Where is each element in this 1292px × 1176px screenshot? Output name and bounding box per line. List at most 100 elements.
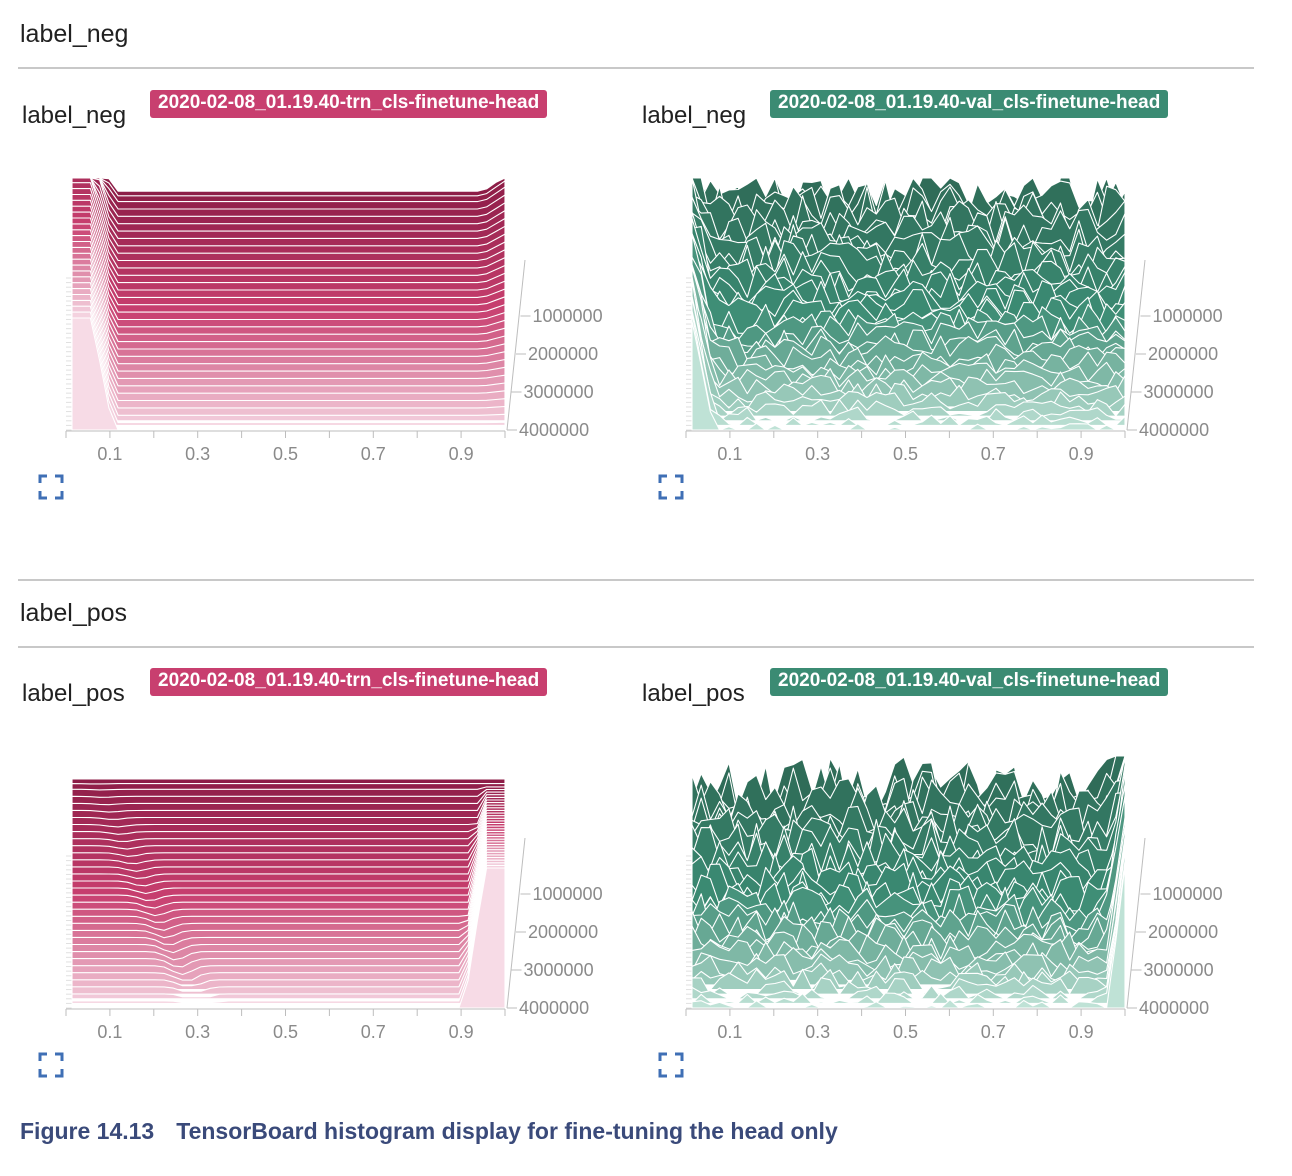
group-divider [18, 646, 1254, 648]
x-tick-label: 0.7 [981, 444, 1006, 464]
histogram-slice [691, 266, 1126, 385]
histogram-slice [71, 830, 506, 945]
histogram-slices [691, 755, 1126, 1009]
step-guides [66, 855, 72, 1009]
histogram-slice [71, 862, 506, 1000]
histogram-card: label_neg 2020-02-08_01.19.40-val_cls-fi… [640, 88, 1240, 528]
x-axis: 0.1 0.3 0.5 0.7 0.9 [65, 430, 506, 464]
histogram-card: label_pos 2020-02-08_01.19.40-trn_cls-fi… [20, 666, 620, 1106]
histogram-slice [71, 235, 506, 367]
histogram-slice [71, 299, 506, 417]
histogram-slice [691, 320, 1126, 431]
histogram-slice [691, 860, 1126, 1004]
histogram-slice [71, 854, 506, 986]
step-tick-label: 4000000 [519, 420, 589, 440]
x-tick-label: 0.3 [185, 444, 210, 464]
x-tick-label: 0.5 [893, 444, 918, 464]
step-guides [686, 277, 692, 431]
step-tick-label: 1000000 [533, 884, 603, 904]
histogram-slice [691, 795, 1126, 945]
x-tick-label: 0.7 [981, 1022, 1006, 1042]
histogram-slice [71, 311, 506, 426]
histogram-slice [691, 270, 1126, 376]
histogram-slice [71, 317, 506, 431]
histogram-slice [691, 278, 1126, 403]
step-tick-label: 1000000 [1153, 306, 1223, 326]
histogram-slice [691, 847, 1126, 995]
step-tick-label: 4000000 [519, 998, 589, 1018]
figure-caption: Figure 14.13 TensorBoard histogram displa… [20, 1118, 838, 1145]
histogram-slice [691, 299, 1126, 413]
histogram-card: label_neg 2020-02-08_01.19.40-trn_cls-fi… [20, 88, 620, 528]
group-title-label-pos[interactable]: label_pos [20, 599, 128, 627]
x-tick-label: 0.1 [97, 1022, 122, 1042]
fullscreen-icon[interactable] [38, 474, 64, 500]
x-tick-label: 0.9 [1069, 444, 1094, 464]
fullscreen-icon[interactable] [38, 1052, 64, 1078]
histogram-slice [71, 864, 506, 1004]
step-axis: 1000000 2000000 3000000 4000000 [1126, 837, 1223, 1018]
x-tick-label: 0.9 [1069, 1022, 1094, 1042]
x-tick-label: 0.9 [449, 1022, 474, 1042]
step-guides [66, 277, 72, 431]
step-axis-line [506, 837, 526, 1009]
card-title: label_pos [642, 680, 745, 707]
x-tick-label: 0.1 [717, 1022, 742, 1042]
step-tick-label: 3000000 [524, 382, 594, 402]
group-divider [18, 579, 1254, 581]
fullscreen-icon[interactable] [658, 474, 684, 500]
card-title: label_neg [22, 102, 127, 129]
step-tick-label: 2000000 [1148, 344, 1218, 364]
fullscreen-icon[interactable] [658, 1052, 684, 1078]
step-tick-label: 2000000 [528, 922, 598, 942]
histogram-chart: 0.1 0.3 0.5 0.7 0.9 1000000 2000000 3000000 4000… [65, 177, 603, 464]
histogram-slice [691, 832, 1126, 958]
group-divider [18, 67, 1254, 69]
histogram-chart: 0.1 0.3 0.5 0.7 0.9 1000000 2000000 3000000 4000… [685, 755, 1223, 1042]
step-axis: 1000000 2000000 3000000 4000000 [1126, 259, 1223, 440]
x-tick-label: 0.3 [805, 444, 830, 464]
histogram-slice [691, 864, 1126, 1009]
histogram-slice [71, 833, 506, 949]
step-axis-line [506, 259, 526, 431]
run-tag: 2020-02-08_01.19.40-val_cls-finetune-hea… [770, 90, 1169, 118]
x-tick-label: 0.1 [97, 444, 122, 464]
step-axis: 1000000 2000000 3000000 4000000 [506, 259, 603, 440]
step-tick-label: 3000000 [1144, 960, 1214, 980]
x-tick-label: 0.5 [893, 1022, 918, 1042]
figure-number: Figure 14.13 [20, 1118, 155, 1144]
step-tick-label: 1000000 [1153, 884, 1223, 904]
x-axis: 0.1 0.3 0.5 0.7 0.9 [685, 1008, 1126, 1042]
x-tick-label: 0.1 [717, 444, 742, 464]
histogram-chart: 0.1 0.3 0.5 0.7 0.9 1000000 2000000 3000000 4000… [685, 177, 1223, 464]
card-title: label_pos [22, 680, 125, 707]
x-tick-label: 0.5 [273, 1022, 298, 1042]
step-axis-line [1126, 259, 1146, 431]
step-axis: 1000000 2000000 3000000 4000000 [506, 837, 603, 1018]
step-tick-label: 1000000 [533, 306, 603, 326]
group-title-label-neg[interactable]: label_neg [20, 20, 129, 48]
histogram-slice [691, 296, 1126, 417]
run-tag: 2020-02-08_01.19.40-trn_cls-finetune-hea… [150, 668, 548, 696]
x-tick-label: 0.3 [805, 1022, 830, 1042]
figure-caption-text: TensorBoard histogram display for fine-t… [176, 1118, 838, 1144]
histogram-slices [691, 177, 1126, 431]
x-tick-label: 0.9 [449, 444, 474, 464]
step-tick-label: 3000000 [524, 960, 594, 980]
x-tick-label: 0.3 [185, 1022, 210, 1042]
step-tick-label: 2000000 [528, 344, 598, 364]
x-tick-label: 0.7 [361, 444, 386, 464]
step-tick-label: 3000000 [1144, 382, 1214, 402]
histogram-slice [71, 293, 506, 413]
histogram-chart: 0.1 0.3 0.5 0.7 0.9 1000000 2000000 3000000 4000… [65, 778, 603, 1042]
step-tick-label: 2000000 [1148, 922, 1218, 942]
step-axis-line [1126, 837, 1146, 1009]
histogram-slice [691, 310, 1126, 422]
run-tag: 2020-02-08_01.19.40-val_cls-finetune-hea… [770, 668, 1169, 696]
card-title: label_neg [642, 102, 747, 129]
histogram-slice [71, 867, 506, 1009]
histogram-slices [71, 177, 506, 431]
x-axis: 0.1 0.3 0.5 0.7 0.9 [685, 430, 1126, 464]
histogram-slice [71, 240, 506, 371]
histogram-slice [71, 859, 506, 995]
